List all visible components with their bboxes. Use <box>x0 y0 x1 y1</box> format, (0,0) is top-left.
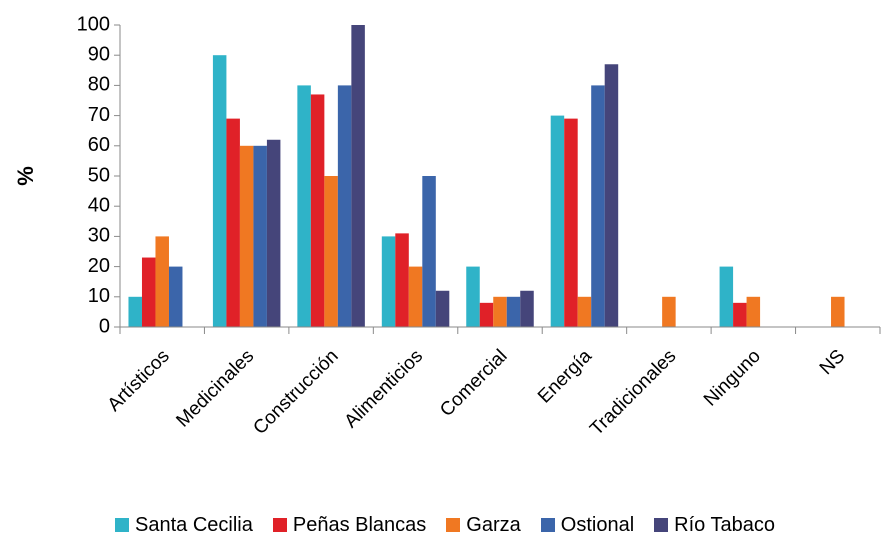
x-tick-label: Comercial <box>436 346 511 421</box>
bar <box>141 257 156 327</box>
bar <box>310 94 325 328</box>
bar <box>662 296 676 327</box>
bar <box>381 236 396 327</box>
axes <box>119 25 881 334</box>
bar <box>604 64 619 327</box>
y-axis-ticks: 0 10 20 30 40 50 60 70 80 90 100 <box>77 13 120 337</box>
bars <box>128 25 845 328</box>
bar <box>506 296 521 327</box>
x-tick-label: Artísticos <box>104 346 174 416</box>
legend-label: Ostional <box>560 513 635 536</box>
legend-label: Peñas Blancas <box>292 513 427 536</box>
legend-item: Ostional <box>540 513 635 537</box>
bar <box>493 296 507 327</box>
bar <box>253 145 267 327</box>
bar <box>733 302 747 327</box>
legend-swatch <box>272 518 287 532</box>
x-tick-label: Alimenticios <box>341 346 428 433</box>
bar <box>212 55 227 327</box>
x-tick-label: NS <box>816 346 850 380</box>
legend-swatch <box>446 518 461 532</box>
bar <box>422 176 436 327</box>
bar <box>564 118 578 328</box>
legend-swatch <box>540 518 555 532</box>
legend-label: Garza <box>466 513 521 536</box>
bar <box>577 296 592 327</box>
bar <box>831 296 845 327</box>
bar <box>337 85 352 328</box>
y-tick-label: 10 <box>88 285 110 307</box>
bar <box>479 302 494 327</box>
legend-label: Santa Cecilia <box>135 513 253 536</box>
bar <box>466 266 480 327</box>
x-tick-label: Ninguno <box>700 346 765 411</box>
bar <box>226 118 240 328</box>
legend-item: Peñas Blancas <box>272 513 427 537</box>
y-tick-label: 20 <box>88 255 110 277</box>
bar <box>324 176 338 327</box>
y-tick-label: 80 <box>88 74 110 96</box>
bar <box>239 145 254 327</box>
y-tick-label: 60 <box>88 134 110 156</box>
y-tick-label: 90 <box>88 43 110 65</box>
legend-item: Garza <box>446 513 521 537</box>
bar <box>128 296 142 327</box>
bar <box>395 233 409 327</box>
bar-chart: % 0 10 20 30 40 50 60 70 80 90 100 ArtísticosMedic… <box>13 13 881 440</box>
bar <box>408 266 423 327</box>
bar <box>746 296 761 327</box>
bar <box>719 266 734 327</box>
y-tick-label: 30 <box>88 225 110 247</box>
bar <box>435 290 450 327</box>
y-tick-label: 50 <box>88 164 110 186</box>
y-tick-label: 0 <box>99 315 110 337</box>
y-tick-label: 100 <box>77 13 110 35</box>
bar <box>591 85 605 328</box>
legend-swatch <box>115 518 130 532</box>
y-axis-label: % <box>13 166 38 186</box>
x-axis-labels: ArtísticosMedicinalesConstrucciónAliment… <box>104 345 850 440</box>
bar <box>550 115 565 327</box>
x-tick-label: Construcción <box>249 346 342 439</box>
x-tick-label: Tradicionales <box>586 346 680 440</box>
x-tick-label: Energía <box>534 345 596 407</box>
legend-item: Río Tabaco <box>654 514 775 537</box>
x-tick-label: Medicinales <box>172 346 258 432</box>
bar <box>155 236 169 327</box>
legend-label: Río Tabaco <box>674 513 775 536</box>
bar <box>297 85 311 328</box>
legend: Santa Cecilia Peñas Blancas Garza Ostional R… <box>0 510 890 540</box>
bar <box>168 266 183 327</box>
legend-swatch <box>654 518 669 532</box>
bar <box>351 25 365 327</box>
legend-item: Santa Cecilia <box>115 514 253 537</box>
y-tick-label: 70 <box>88 104 110 126</box>
bar <box>520 290 534 327</box>
y-tick-label: 40 <box>88 194 110 216</box>
bar <box>266 139 281 327</box>
